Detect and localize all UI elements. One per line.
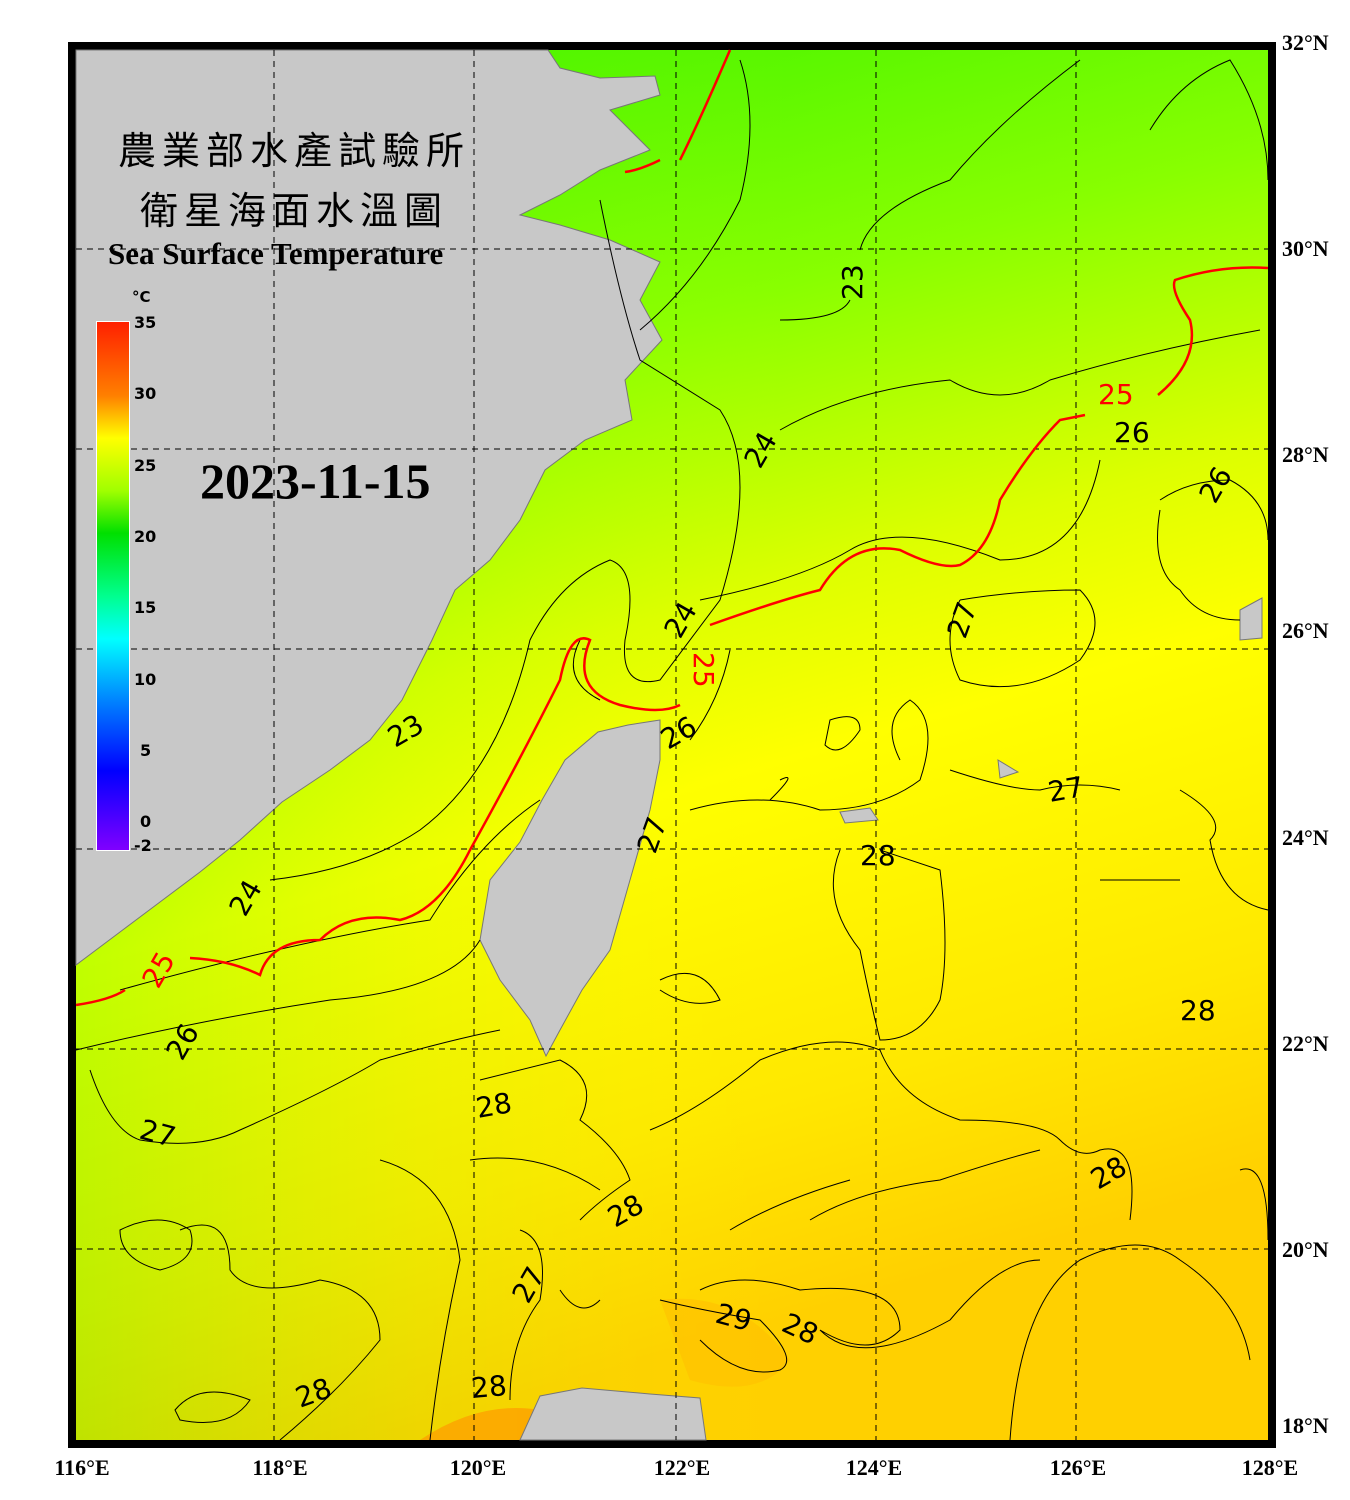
lon-label: 118°E (252, 1455, 308, 1480)
lon-label: 122°E (653, 1455, 711, 1480)
contour-label: 26 (1114, 416, 1150, 449)
contour-label: 23 (836, 264, 869, 300)
lon-label: 124°E (845, 1455, 903, 1480)
title-english: Sea Surface Temperature (108, 236, 444, 271)
colorbar-tick: 20 (134, 527, 157, 546)
ryukyu-islands (839, 597, 1263, 824)
lat-label: 30°N (1282, 236, 1329, 261)
lon-label: 128°E (1241, 1455, 1299, 1480)
colorbar-tick: -2 (134, 836, 152, 855)
colorbar (96, 321, 130, 851)
colorbar-unit: °C (132, 288, 151, 306)
contour-label: 28 (470, 1369, 508, 1405)
title-chinese-institute: 農業部水產試驗所 (118, 129, 471, 173)
lon-label: 126°E (1049, 1455, 1107, 1480)
graticule (76, 50, 1268, 1440)
lat-label: 26°N (1282, 618, 1329, 643)
taiwan (479, 719, 661, 1058)
contour-label: 28 (473, 1086, 514, 1125)
warm-patch (660, 1298, 790, 1387)
lat-label: 32°N (1282, 30, 1329, 55)
lat-label: 20°N (1282, 1237, 1329, 1262)
lat-label: 24°N (1282, 825, 1329, 850)
colorbar-tick: 5 (140, 741, 152, 760)
colorbar-tick: 35 (134, 313, 157, 332)
isotherm-25 (75, 49, 1269, 1007)
contour-label: 28 (860, 839, 896, 872)
contour-label: 27 (1045, 770, 1086, 809)
contour-label: 25 (687, 652, 720, 688)
lon-label: 116°E (54, 1455, 110, 1480)
lat-label: 18°N (1282, 1413, 1329, 1438)
lat-label: 22°N (1282, 1031, 1329, 1056)
title-chinese-sst: 衛星海面水溫圖 (140, 189, 449, 233)
china-mainland (75, 49, 663, 966)
colorbar-tick: 0 (140, 812, 152, 831)
luzon (519, 1387, 707, 1441)
lat-label: 28°N (1282, 442, 1329, 467)
colorbar-tick: 30 (134, 384, 157, 403)
lon-label: 120°E (449, 1455, 507, 1480)
colorbar-tick: 10 (134, 670, 157, 689)
colorbar-tick: 25 (134, 456, 157, 475)
colorbar-tick: 15 (134, 598, 157, 617)
contour-label: 28 (1180, 994, 1216, 1027)
map-date: 2023-11-15 (200, 453, 431, 509)
contour-label: 25 (1098, 378, 1134, 411)
isotherms (75, 59, 1269, 1441)
